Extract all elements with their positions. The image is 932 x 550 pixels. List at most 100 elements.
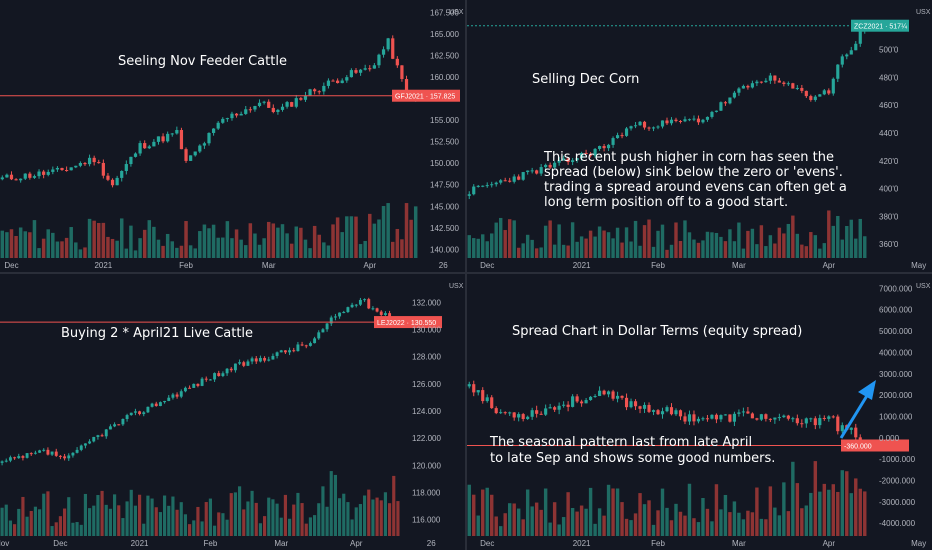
volume-bar bbox=[250, 490, 254, 536]
volume-bar bbox=[396, 501, 400, 536]
volume-bar bbox=[329, 471, 333, 536]
volume-bar bbox=[768, 235, 773, 258]
candle-body bbox=[64, 170, 69, 172]
volume-bar bbox=[660, 224, 665, 258]
candle-body bbox=[750, 413, 754, 419]
candle-body bbox=[113, 424, 117, 427]
volume-bar bbox=[71, 522, 75, 536]
candle-body bbox=[280, 106, 285, 110]
volume-bar bbox=[388, 503, 392, 536]
x-tick-label: Mar bbox=[732, 261, 746, 270]
volume-bar bbox=[525, 234, 530, 258]
volume-bar bbox=[8, 520, 12, 536]
panel-dec-corn[interactable]: ZCZ2021 · 517¼ 500'0 480'0 460'0 440'0 420'0 4… bbox=[467, 0, 932, 272]
candle-body bbox=[809, 418, 813, 420]
panel-feeder-cattle[interactable]: GFJ2021 · 157.825 167.500 165.000 162.500 16… bbox=[0, 0, 465, 272]
candle-body bbox=[60, 167, 64, 171]
volume-bar bbox=[755, 244, 759, 258]
volume-bar bbox=[92, 220, 96, 258]
volume-bar bbox=[262, 238, 266, 258]
volume-bar bbox=[512, 220, 516, 258]
volume-bar bbox=[154, 507, 158, 536]
volume-bar bbox=[239, 239, 243, 258]
candle-body bbox=[342, 312, 346, 314]
horizontal-divider[interactable] bbox=[0, 272, 932, 274]
panel-live-cattle[interactable]: LEJ2022 · 130.550 132.000 130.000 128.000 12… bbox=[0, 274, 465, 550]
candle-body bbox=[710, 414, 714, 419]
candle-body bbox=[822, 90, 826, 95]
volume-bar bbox=[705, 508, 710, 536]
volume-bar bbox=[46, 491, 50, 536]
volume-bar bbox=[138, 238, 142, 258]
volume-bar bbox=[202, 224, 207, 258]
candle-body bbox=[566, 158, 570, 163]
volume-bar bbox=[333, 474, 337, 536]
volume-bar bbox=[331, 224, 335, 258]
x-tick-label: Dec bbox=[4, 261, 18, 270]
volume-bar bbox=[481, 234, 485, 258]
x-tick-label: Feb bbox=[651, 261, 665, 270]
candle-body bbox=[189, 155, 193, 161]
volume-bar bbox=[64, 237, 69, 258]
candle-body bbox=[674, 119, 678, 121]
volume-bar bbox=[476, 515, 480, 536]
volume-bar bbox=[822, 483, 827, 536]
candle-body bbox=[217, 373, 221, 376]
volume-bar bbox=[481, 489, 485, 536]
volume-bar bbox=[196, 506, 200, 536]
candle-body bbox=[831, 78, 835, 94]
volume-bar bbox=[108, 508, 112, 536]
last-price-label: LEJ2022 · 130.550 bbox=[377, 320, 436, 327]
candle-body bbox=[638, 406, 642, 409]
volume-bar bbox=[395, 228, 400, 258]
candle-body bbox=[67, 455, 71, 459]
vertical-divider[interactable] bbox=[465, 0, 467, 550]
candle-body bbox=[386, 38, 390, 50]
volume-bar bbox=[138, 494, 142, 536]
volume-bar bbox=[213, 525, 217, 536]
volume-bar bbox=[0, 230, 5, 258]
volume-bar bbox=[503, 230, 507, 258]
candle-body bbox=[253, 106, 257, 110]
candle-body bbox=[50, 451, 54, 455]
y-tick-label: 2000.000 bbox=[879, 391, 913, 400]
volume-bar bbox=[67, 497, 71, 536]
volume-bar bbox=[701, 498, 705, 536]
candle-body bbox=[158, 402, 162, 407]
panel-spread[interactable]: -360.000 7000.000 6000.000 5000.000 4000.000… bbox=[467, 274, 932, 550]
candle-body bbox=[129, 156, 133, 165]
candle-body bbox=[544, 408, 548, 415]
candle-body bbox=[593, 396, 597, 398]
candle-body bbox=[854, 427, 858, 438]
volume-bar bbox=[561, 517, 566, 536]
volume-bar bbox=[782, 482, 786, 536]
volume-bar bbox=[728, 512, 732, 536]
volume-bar bbox=[100, 490, 104, 536]
candle-body bbox=[795, 87, 799, 89]
candle-body bbox=[467, 194, 471, 196]
candle-body bbox=[669, 407, 674, 415]
candle-body bbox=[624, 128, 629, 136]
volume-bar bbox=[476, 238, 480, 258]
volume-bar bbox=[33, 506, 37, 536]
candle-body bbox=[8, 457, 12, 461]
candle-body bbox=[548, 407, 552, 409]
volume-bar bbox=[858, 488, 862, 536]
volume-bar bbox=[615, 488, 620, 536]
volume-bar bbox=[358, 244, 363, 258]
candle-body bbox=[375, 308, 379, 312]
volume-bar bbox=[840, 470, 844, 536]
candle-body bbox=[692, 414, 696, 422]
volume-bar bbox=[101, 222, 106, 258]
y-tick-label: 162.500 bbox=[430, 51, 459, 60]
candle-body bbox=[246, 361, 250, 366]
volume-bar bbox=[602, 515, 606, 536]
candle-body bbox=[124, 164, 128, 171]
volume-bar bbox=[561, 244, 566, 258]
volume-bar bbox=[472, 238, 476, 258]
candle-body bbox=[503, 180, 507, 182]
volume-bar bbox=[75, 522, 79, 536]
volume-bar bbox=[849, 493, 853, 536]
candle-body bbox=[768, 75, 772, 81]
volume-bar bbox=[279, 517, 283, 536]
